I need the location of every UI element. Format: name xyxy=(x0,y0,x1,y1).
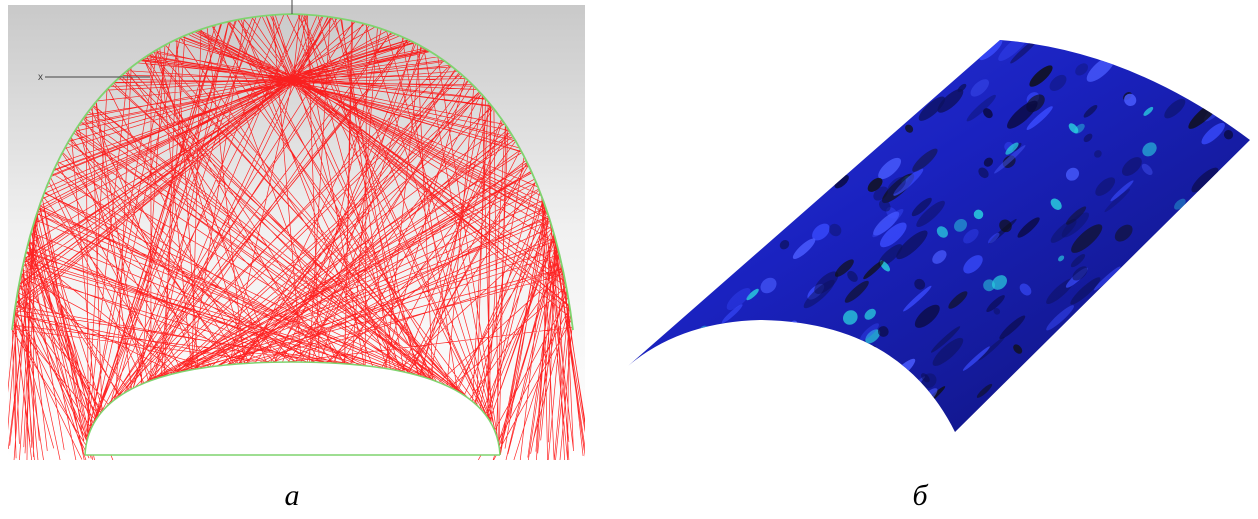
texture-blot xyxy=(893,375,926,405)
panel-caption: a xyxy=(285,479,300,512)
panel-caption: б xyxy=(912,479,928,512)
texture-blot xyxy=(808,391,843,424)
panel-b xyxy=(628,29,1258,439)
texture-blot xyxy=(864,361,887,382)
texture-blot xyxy=(885,416,907,437)
texture-blot xyxy=(790,371,806,387)
texture-blot xyxy=(752,389,782,417)
texture-blot xyxy=(855,369,884,396)
texture-blot xyxy=(844,384,858,398)
page: x a б (() => { const data = JSON.parse(d… xyxy=(0,0,1258,519)
texture-blot xyxy=(805,372,822,388)
texture-blot xyxy=(684,334,718,365)
texture-blot xyxy=(833,404,846,417)
texture-blot xyxy=(712,368,725,381)
texture-blot xyxy=(740,327,760,347)
texture-blot xyxy=(860,355,882,376)
texture-blot xyxy=(832,340,871,376)
figure: x a б xyxy=(0,0,1258,519)
texture-blot xyxy=(780,325,814,356)
texture-blot xyxy=(778,368,804,392)
texture-blot xyxy=(849,377,888,414)
texture-blot xyxy=(816,397,840,419)
texture-blot xyxy=(862,391,873,402)
texture-blot xyxy=(824,343,841,360)
texture-blot xyxy=(857,390,877,410)
texture-blot xyxy=(905,385,941,419)
texture-blot xyxy=(873,411,893,431)
texture-blot xyxy=(1233,102,1255,123)
texture-blot xyxy=(878,389,891,401)
texture-blot xyxy=(903,416,926,438)
texture-blot xyxy=(1115,274,1123,281)
texture-blot xyxy=(756,368,773,384)
axis-label: x xyxy=(38,72,43,83)
texture-blot xyxy=(840,358,869,386)
panel-a: x xyxy=(2,0,589,470)
texture-blot xyxy=(803,404,814,414)
texture-blot xyxy=(887,417,911,440)
texture-blot xyxy=(862,409,872,419)
